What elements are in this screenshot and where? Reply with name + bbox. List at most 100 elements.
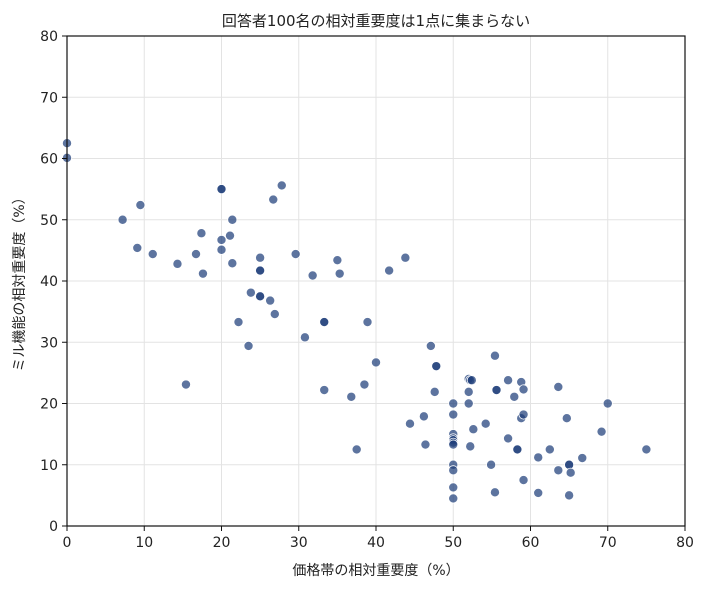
y-tick-label: 60 — [40, 152, 58, 168]
data-point — [512, 444, 523, 455]
y-tick-label: 30 — [40, 335, 58, 351]
data-point — [255, 291, 266, 302]
data-point — [553, 465, 564, 476]
y-tick-label: 20 — [40, 397, 58, 413]
data-point — [191, 249, 202, 260]
data-points — [62, 138, 652, 504]
data-point — [319, 317, 330, 328]
data-point — [172, 258, 183, 269]
data-point — [362, 317, 373, 328]
data-point — [641, 444, 652, 455]
x-tick-label: 70 — [599, 535, 617, 551]
x-tick-label: 20 — [213, 535, 231, 551]
x-tick-label: 30 — [290, 535, 308, 551]
data-point — [491, 385, 502, 396]
data-point — [227, 214, 238, 225]
data-point — [359, 379, 370, 390]
data-point — [448, 493, 459, 504]
data-point — [384, 265, 395, 276]
data-point — [596, 426, 607, 437]
data-point — [269, 309, 280, 320]
data-point — [319, 385, 330, 396]
data-point — [216, 234, 227, 245]
data-point — [132, 242, 143, 253]
data-point — [463, 386, 474, 397]
y-tick-label: 70 — [40, 90, 58, 106]
data-point — [420, 439, 431, 450]
data-point — [216, 244, 227, 255]
data-point — [224, 230, 235, 241]
data-point — [196, 228, 207, 239]
x-tick-label: 40 — [367, 535, 385, 551]
data-point — [265, 295, 276, 306]
data-point — [486, 459, 497, 470]
data-point — [418, 411, 429, 422]
data-point — [332, 255, 343, 266]
data-point — [334, 268, 345, 279]
x-tick-label: 0 — [63, 535, 72, 551]
data-point — [370, 357, 381, 368]
data-point — [276, 180, 287, 191]
data-point — [489, 487, 500, 498]
data-point — [602, 398, 613, 409]
data-point — [448, 482, 459, 493]
data-point — [518, 384, 529, 395]
data-point — [468, 424, 479, 435]
grid-lines — [66, 35, 686, 527]
data-point — [227, 258, 238, 269]
data-point — [533, 487, 544, 498]
data-point — [509, 391, 520, 402]
data-point — [425, 340, 436, 351]
data-point — [180, 379, 191, 390]
x-axis-label: 価格帯の相対重要度（%） — [292, 563, 459, 579]
y-tick-label: 80 — [40, 29, 58, 45]
data-point — [561, 413, 572, 424]
y-tick-label: 40 — [40, 274, 58, 290]
data-point — [565, 467, 576, 478]
data-point — [299, 332, 310, 343]
data-point — [448, 465, 459, 476]
data-point — [465, 441, 476, 452]
data-point — [544, 444, 555, 455]
x-tick-label: 50 — [444, 535, 462, 551]
data-point — [245, 287, 256, 298]
data-point — [216, 184, 227, 195]
x-tick-label: 10 — [135, 535, 153, 551]
y-tick-label: 50 — [40, 213, 58, 229]
data-point — [564, 490, 575, 501]
data-point — [489, 350, 500, 361]
chart-title: 回答者100名の相対重要度は1点に集まらない — [222, 12, 530, 30]
data-point — [577, 453, 588, 464]
data-point — [351, 444, 362, 455]
data-point — [268, 194, 279, 205]
data-point — [553, 381, 564, 392]
data-point — [400, 252, 411, 263]
data-point — [243, 340, 254, 351]
data-point — [233, 317, 244, 328]
data-point — [503, 375, 514, 386]
axis-ticks: 0 10 20 30 40 50 60 70 80 0 10 20 30 40 50 60 70 80 — [40, 29, 694, 551]
data-point — [197, 268, 208, 279]
data-point — [404, 418, 415, 429]
data-point — [429, 386, 440, 397]
data-point — [533, 452, 544, 463]
data-point — [518, 409, 529, 420]
data-point — [480, 418, 491, 429]
y-tick-label: 0 — [49, 519, 58, 535]
data-point — [255, 265, 266, 276]
data-point — [518, 475, 529, 486]
data-point — [290, 249, 301, 260]
x-tick-label: 60 — [522, 535, 540, 551]
data-point — [448, 409, 459, 420]
data-point — [346, 391, 357, 402]
data-point — [255, 252, 266, 263]
data-point — [147, 249, 158, 260]
data-point — [117, 214, 128, 225]
y-tick-label: 10 — [40, 458, 58, 474]
data-point — [463, 398, 474, 409]
data-point — [503, 433, 514, 444]
data-point — [307, 270, 318, 281]
x-tick-label: 80 — [676, 535, 694, 551]
